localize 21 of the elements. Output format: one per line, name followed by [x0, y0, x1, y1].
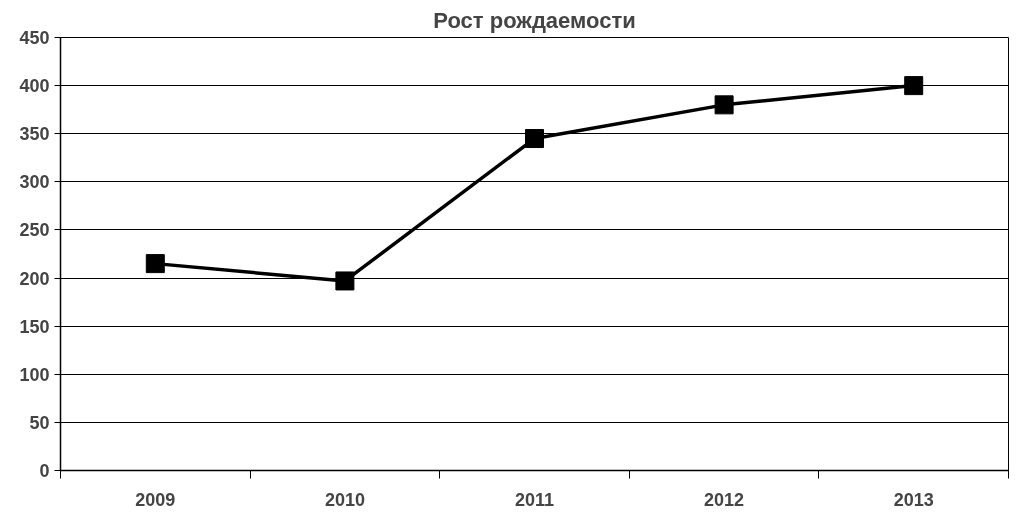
y-tick-label: 350	[19, 124, 50, 145]
y-tick-label: 450	[19, 28, 50, 48]
point	[525, 129, 544, 149]
point	[904, 76, 924, 96]
x-tick-label: 2009	[135, 489, 176, 510]
x-tick-label: 2013	[893, 489, 934, 510]
y-tick-label: 300	[19, 172, 50, 193]
point	[145, 254, 165, 274]
y-tick-label: 400	[19, 76, 50, 97]
y-tick-label: 150	[19, 316, 50, 337]
y-tick-label: 250	[19, 220, 50, 241]
x-tick-label: 2011	[514, 489, 555, 510]
point	[335, 271, 355, 291]
point	[714, 95, 734, 115]
x-tick-label: 2010	[324, 489, 365, 510]
x-tick-label: 2012	[704, 489, 745, 510]
y-tick-label: 50	[29, 412, 50, 433]
y-tick-label: 100	[19, 364, 50, 385]
y-tick-label: 0	[39, 461, 50, 481]
chart-title: Рост рождаемости	[433, 7, 636, 33]
y-tick-label: 200	[19, 268, 50, 289]
